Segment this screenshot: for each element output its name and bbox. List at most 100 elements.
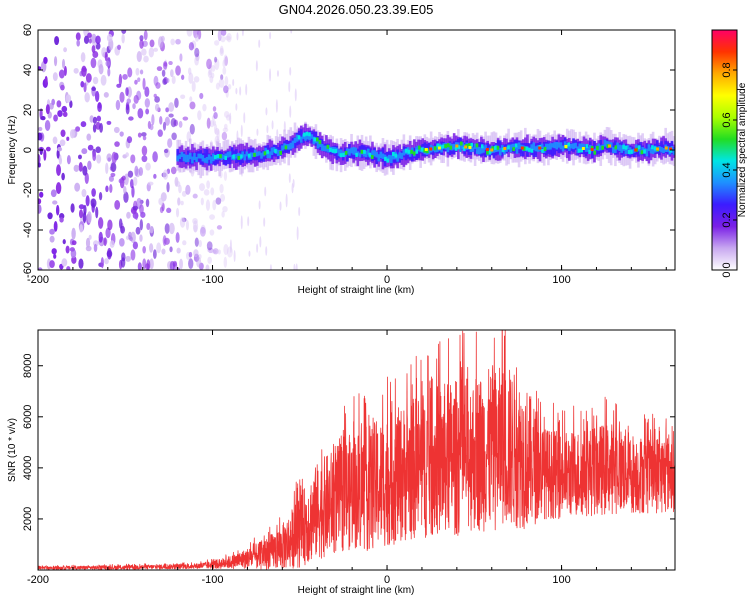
- heatmap-cell: [108, 175, 114, 182]
- heatmap-cell: [218, 78, 225, 88]
- heatmap-cell: [662, 148, 665, 154]
- heatmap-cell: [276, 70, 279, 77]
- heatmap-cell: [220, 74, 224, 81]
- heatmap-cell: [464, 145, 468, 149]
- heatmap-cell: [496, 145, 500, 150]
- heatmap-cell: [396, 154, 399, 162]
- heatmap-cell: [91, 45, 96, 54]
- heatmap-cell: [149, 124, 154, 131]
- heatmap-cell: [255, 151, 259, 157]
- heatmap-cell: [358, 146, 362, 155]
- heatmap-cell: [100, 257, 104, 269]
- heatmap-cell: [143, 30, 148, 41]
- heatmap-cell: [563, 141, 567, 148]
- heatmap-cell: [564, 145, 568, 148]
- heatmap-cell: [291, 140, 295, 149]
- heatmap-cell: [586, 146, 590, 152]
- heatmap-cell: [69, 129, 75, 139]
- y-tick-label: 20: [22, 104, 34, 116]
- heatmap-cell: [364, 150, 368, 158]
- heatmap-cell: [126, 211, 131, 219]
- heatmap-cell: [485, 148, 489, 151]
- heatmap-cell: [145, 108, 150, 115]
- heatmap-cell: [420, 147, 424, 152]
- heatmap-cell: [137, 132, 142, 138]
- heatmap-cell: [106, 33, 113, 43]
- heatmap-cell: [163, 148, 169, 154]
- heatmap-cell: [327, 145, 330, 153]
- heatmap-cell: [614, 145, 618, 150]
- heatmap-cell: [532, 142, 536, 150]
- heatmap-cell: [638, 145, 641, 150]
- heatmap-cell: [209, 120, 215, 128]
- heatmap-cell: [105, 185, 109, 193]
- spectrogram-y-label: Frequency (Hz): [7, 116, 18, 185]
- heatmap-cell: [65, 245, 70, 254]
- heatmap-cell: [65, 94, 72, 103]
- y-tick-label: -60: [22, 262, 34, 278]
- heatmap-cell: [134, 79, 138, 85]
- heatmap-cell: [224, 76, 229, 86]
- heatmap-cell: [326, 144, 330, 149]
- heatmap-cell: [87, 211, 92, 224]
- heatmap-cell: [223, 244, 229, 256]
- heatmap-cell: [125, 235, 130, 241]
- heatmap-cell: [381, 153, 385, 159]
- heatmap-cell: [490, 148, 494, 152]
- heatmap-cell: [266, 149, 269, 154]
- heatmap-cell: [56, 100, 62, 108]
- heatmap-cell: [354, 147, 358, 155]
- heatmap-cell: [121, 30, 127, 34]
- heatmap-cell: [182, 116, 189, 121]
- heatmap-cell: [104, 51, 108, 62]
- heatmap-cell: [375, 151, 378, 158]
- heatmap-cell: [206, 58, 212, 70]
- heatmap-cell: [113, 126, 120, 134]
- heatmap-cell: [87, 160, 92, 170]
- heatmap-cell: [557, 143, 561, 154]
- heatmap-cell: [122, 74, 128, 80]
- heatmap-cell: [477, 146, 481, 155]
- heatmap-cell: [132, 241, 138, 250]
- heatmap-cell: [145, 162, 151, 171]
- heatmap-cell: [275, 99, 278, 113]
- heatmap-cell: [580, 143, 584, 149]
- heatmap-cell: [452, 143, 456, 150]
- heatmap-cell: [209, 156, 213, 164]
- heatmap-cell: [375, 151, 378, 165]
- heatmap-cell: [331, 148, 335, 153]
- heatmap-cell: [616, 142, 619, 150]
- heatmap-cell: [192, 249, 199, 258]
- heatmap-cell: [78, 204, 85, 210]
- heatmap-cell: [58, 69, 65, 79]
- heatmap-cell: [437, 146, 441, 150]
- heatmap-cell: [214, 58, 220, 71]
- heatmap-cell: [441, 144, 445, 149]
- heatmap-cell: [525, 146, 529, 151]
- heatmap-cell: [627, 149, 631, 154]
- heatmap-cell: [66, 136, 70, 141]
- heatmap-cell: [220, 193, 226, 202]
- heatmap-cell: [203, 189, 210, 196]
- heatmap-cell: [584, 147, 588, 152]
- heatmap-cell: [40, 115, 46, 121]
- heatmap-cell: [260, 152, 263, 159]
- heatmap-cell: [85, 195, 90, 207]
- heatmap-cell: [225, 89, 229, 98]
- heatmap-cell: [263, 151, 267, 156]
- heatmap-cell: [80, 81, 85, 88]
- heatmap-cell: [534, 146, 538, 152]
- heatmap-cell: [71, 227, 76, 240]
- heatmap-cell: [339, 153, 343, 158]
- heatmap-cell: [419, 147, 422, 153]
- heatmap-cell: [168, 222, 175, 235]
- heatmap-cell: [624, 145, 628, 150]
- y-tick-label: 40: [22, 64, 34, 76]
- heatmap-cell: [197, 153, 200, 159]
- heatmap-cell: [475, 143, 479, 148]
- heatmap-cell: [126, 136, 133, 144]
- heatmap-cell: [110, 162, 117, 173]
- heatmap-cell: [114, 199, 121, 210]
- heatmap-cell: [171, 132, 177, 141]
- heatmap-cell: [235, 154, 238, 159]
